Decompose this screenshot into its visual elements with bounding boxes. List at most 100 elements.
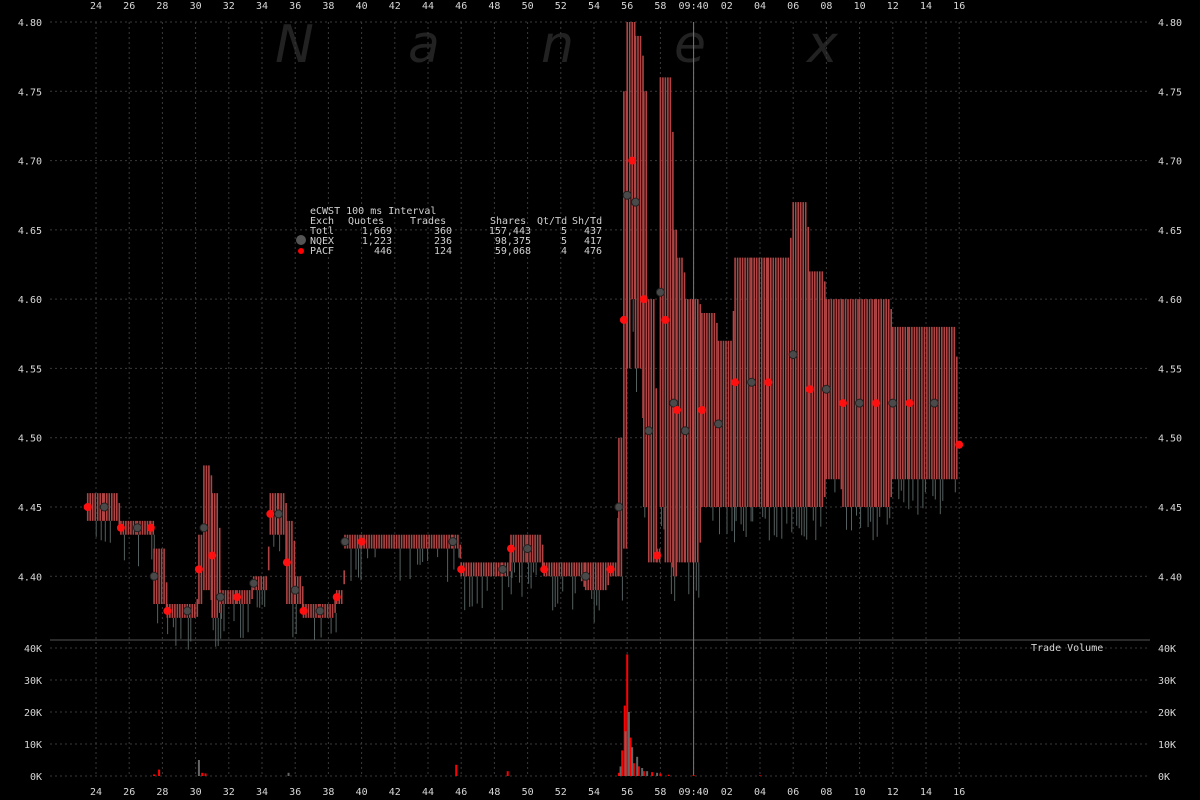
pacf-trade-marker	[209, 552, 216, 559]
volume-bar	[288, 773, 290, 776]
nqex-trade-marker	[889, 399, 897, 407]
nqex-trade-marker	[670, 399, 678, 407]
x-tick-label-top: 14	[920, 1, 932, 12]
watermark-letter: n	[541, 15, 574, 75]
x-tick-label-bottom: 09:40	[679, 787, 709, 798]
nqex-trade-marker	[623, 191, 631, 199]
volume-tick-label-right: 0K	[1158, 772, 1170, 783]
volume-bar	[153, 774, 155, 776]
pacf-trade-marker	[806, 386, 813, 393]
x-tick-label-top: 58	[654, 1, 666, 12]
nqex-trade-marker	[748, 378, 756, 386]
legend-row-pacf-exch: PACF	[310, 246, 334, 257]
volume-bar	[620, 766, 622, 776]
nqex-trade-marker	[217, 593, 225, 601]
x-tick-label-bottom: 42	[389, 787, 401, 798]
x-tick-label-top: 28	[156, 1, 168, 12]
nqex-trade-marker	[291, 586, 299, 594]
pacf-trade-marker	[674, 407, 681, 414]
x-tick-label-top: 56	[621, 1, 633, 12]
nqex-trade-marker	[656, 288, 664, 296]
pacf-trade-marker	[906, 400, 913, 407]
x-tick-label-bottom: 54	[588, 787, 600, 798]
y-tick-label-right: 4.55	[1158, 364, 1182, 375]
nqex-trade-marker	[930, 399, 938, 407]
pacf-trade-marker	[541, 566, 548, 573]
y-tick-label-left: 4.45	[18, 503, 42, 514]
x-tick-label-bottom: 56	[621, 787, 633, 798]
volume-tick-label-left: 10K	[24, 740, 42, 751]
x-tick-label-top: 10	[854, 1, 866, 12]
pacf-trade-marker	[607, 566, 614, 573]
y-tick-label-right: 4.50	[1158, 434, 1182, 445]
pacf-trade-marker	[620, 316, 627, 323]
x-tick-label-top: 08	[820, 1, 832, 12]
pacf-trade-marker	[117, 524, 124, 531]
nqex-trade-marker	[681, 427, 689, 435]
volume-bar	[205, 773, 207, 776]
volume-title: Trade Volume	[1031, 643, 1103, 654]
volume-bar	[631, 747, 633, 776]
pacf-trade-marker	[956, 441, 963, 448]
x-tick-label-bottom: 36	[289, 787, 301, 798]
pacf-trade-marker	[458, 566, 465, 573]
nqex-trade-marker	[822, 385, 830, 393]
x-tick-label-top: 44	[422, 1, 434, 12]
x-tick-label-bottom: 16	[953, 787, 965, 798]
nqex-trade-marker	[449, 538, 457, 546]
nqex-trade-marker	[316, 607, 324, 615]
legend-marker-nqex	[296, 235, 306, 245]
volume-tick-label-left: 30K	[24, 676, 42, 687]
watermark-letter: e	[674, 15, 706, 75]
x-tick-label-bottom: 38	[322, 787, 334, 798]
volume-bar	[158, 770, 160, 776]
nqex-trade-marker	[615, 503, 623, 511]
x-tick-label-top: 32	[223, 1, 235, 12]
volume-bar	[668, 775, 670, 776]
volume-bar	[651, 772, 653, 776]
x-tick-label-bottom: 26	[123, 787, 135, 798]
y-tick-label-left: 4.80	[18, 18, 42, 29]
x-tick-label-bottom: 02	[721, 787, 733, 798]
pacf-trade-marker	[508, 545, 515, 552]
pacf-trade-marker	[164, 607, 171, 614]
volume-bar	[659, 773, 661, 776]
nqex-trade-marker	[499, 565, 507, 573]
y-tick-label-right: 4.75	[1158, 87, 1182, 98]
x-tick-label-bottom: 40	[356, 787, 368, 798]
legend-row-pacf-trades: 124	[434, 246, 452, 257]
x-tick-label-bottom: 14	[920, 787, 932, 798]
x-tick-label-bottom: 50	[522, 787, 534, 798]
pacf-trade-marker	[195, 566, 202, 573]
x-tick-label-bottom: 34	[256, 787, 268, 798]
y-tick-label-right: 4.80	[1158, 18, 1182, 29]
pacf-trade-marker	[333, 594, 340, 601]
x-tick-label-top: 24	[90, 1, 102, 12]
x-tick-label-bottom: 46	[455, 787, 467, 798]
volume-bar	[636, 757, 638, 776]
legend-row-pacf-shares: 59,068	[495, 246, 531, 257]
nqex-trade-marker	[134, 524, 142, 532]
watermark-letter: N	[275, 15, 314, 75]
x-tick-label-top: 40	[356, 1, 368, 12]
pacf-trade-marker	[267, 510, 274, 517]
x-tick-label-top: 50	[522, 1, 534, 12]
x-tick-label-bottom: 10	[854, 787, 866, 798]
pacf-trade-marker	[283, 559, 290, 566]
x-tick-label-bottom: 06	[787, 787, 799, 798]
legend-row-pacf-shtd: 476	[584, 246, 602, 257]
nqex-trade-marker	[341, 538, 349, 546]
pacf-trade-marker	[358, 538, 365, 545]
volume-bar	[625, 731, 627, 776]
x-tick-label-top: 04	[754, 1, 766, 12]
x-tick-label-top: 52	[555, 1, 567, 12]
x-tick-label-top: 12	[887, 1, 899, 12]
pacf-trade-marker	[698, 407, 705, 414]
nqex-trade-marker	[856, 399, 864, 407]
pacf-trade-marker	[300, 607, 307, 614]
pacf-trade-marker	[84, 504, 91, 511]
volume-bar	[201, 773, 203, 776]
pacf-trade-marker	[629, 157, 636, 164]
volume-tick-label-right: 30K	[1158, 676, 1176, 687]
